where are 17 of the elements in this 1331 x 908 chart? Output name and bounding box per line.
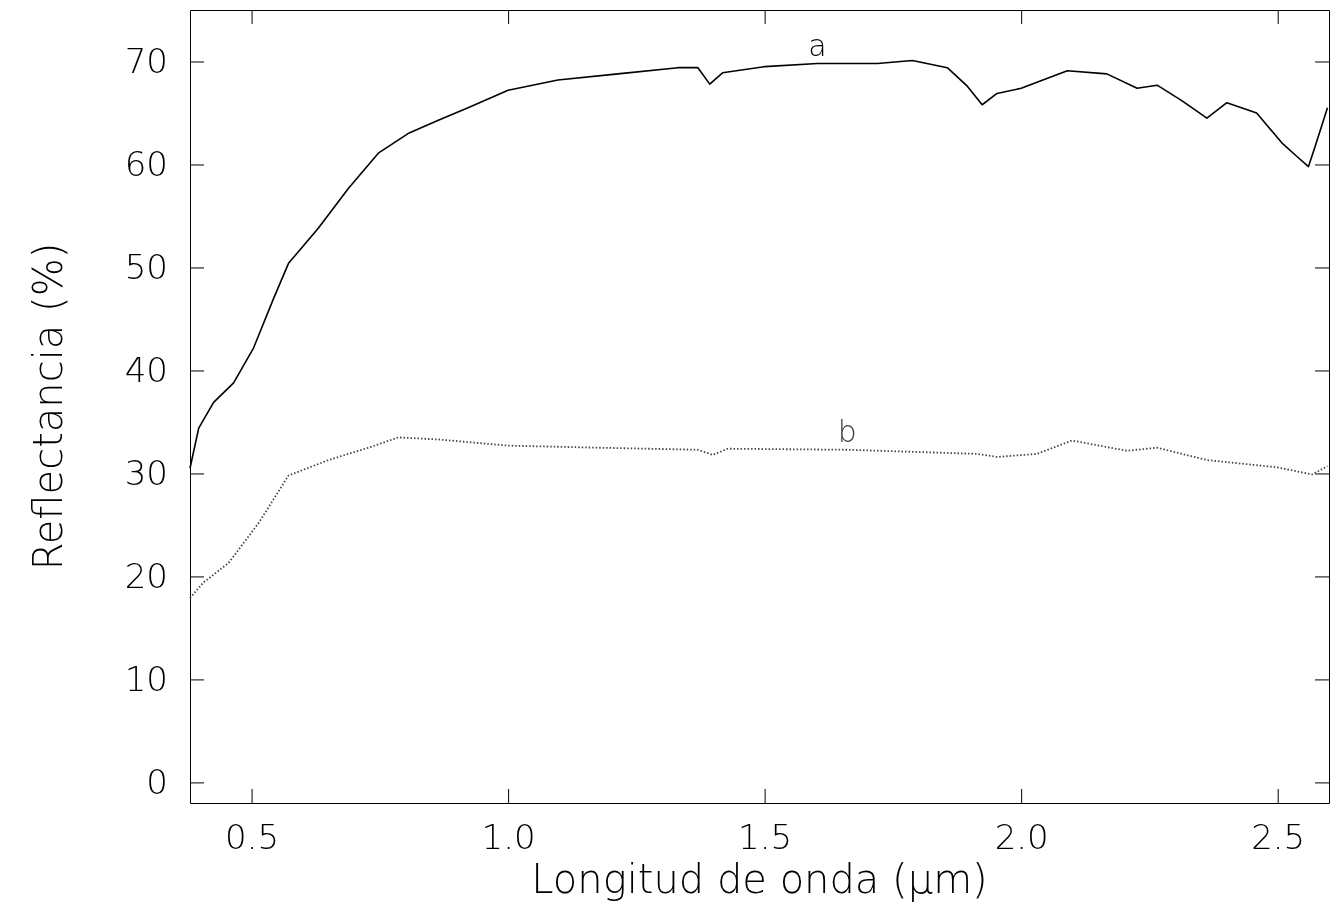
- y-tick-label: 70: [124, 40, 168, 81]
- y-tick-label: 40: [124, 349, 168, 390]
- y-tick-label: 10: [124, 658, 168, 699]
- x-tick-label: 0.5: [225, 817, 280, 858]
- y-axis-title: Reflectancia (%): [25, 242, 71, 571]
- y-tick-label: 60: [124, 143, 168, 184]
- series-label: b: [837, 413, 857, 449]
- x-axis-title: Longitud de onda (μm): [531, 856, 988, 902]
- x-tick-label: 2.5: [1251, 817, 1306, 858]
- y-tick-label: 0: [146, 761, 168, 802]
- y-tick-label: 50: [124, 246, 168, 287]
- y-tick-label: 30: [124, 452, 168, 493]
- x-tick-label: 1.5: [738, 817, 793, 858]
- y-tick-label: 20: [124, 555, 168, 596]
- x-tick-label: 2.0: [994, 817, 1049, 858]
- series-label: a: [808, 27, 827, 63]
- x-tick-label: 1.0: [481, 817, 536, 858]
